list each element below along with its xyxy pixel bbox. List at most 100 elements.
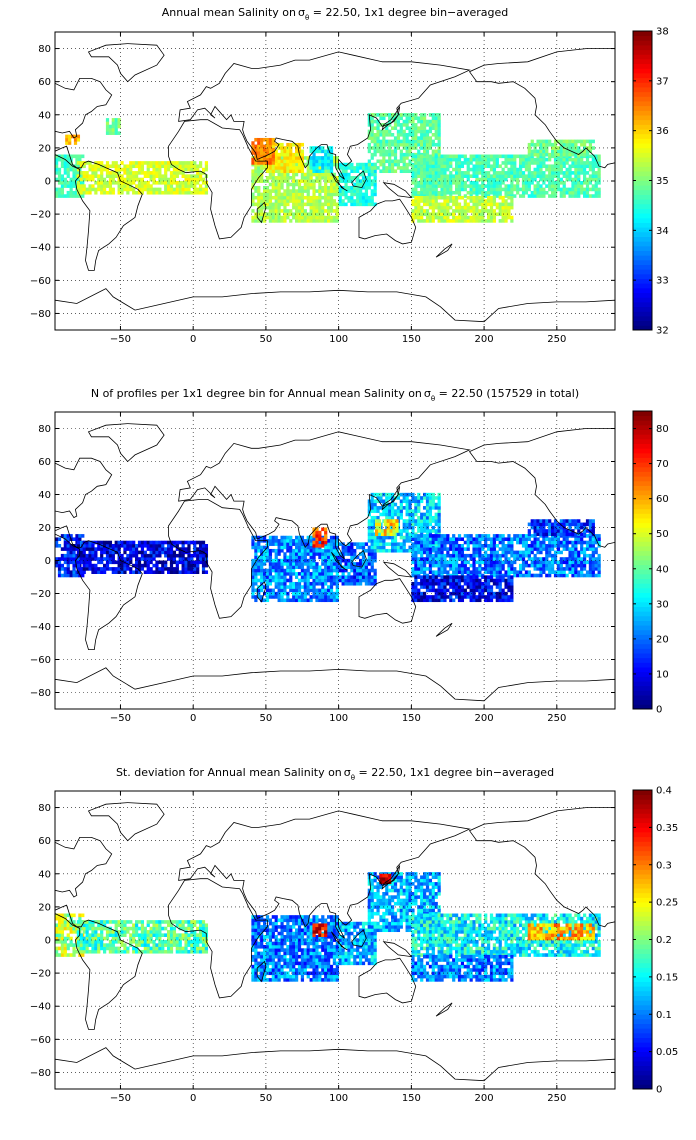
colorbar-swatch xyxy=(633,1004,652,1010)
data-region xyxy=(375,519,399,537)
y-tick-label: −80 xyxy=(30,1068,51,1079)
colorbar-swatch xyxy=(633,175,652,181)
colorbar-swatch xyxy=(633,508,652,514)
colorbar-swatch xyxy=(633,63,652,69)
y-tick-label: 60 xyxy=(38,836,51,847)
colorbar-swatch xyxy=(633,967,652,973)
coastline xyxy=(55,525,143,650)
x-tick-label: 100 xyxy=(329,334,348,345)
colorbar-swatch xyxy=(633,124,652,130)
data-region xyxy=(76,920,209,954)
data-region xyxy=(76,161,209,195)
title-text: Annual mean Salinity on xyxy=(162,6,296,19)
coastline xyxy=(435,1002,453,1017)
colorbar-swatch xyxy=(633,138,652,144)
x-tick-label: 50 xyxy=(260,1093,273,1104)
colorbar-swatch xyxy=(633,681,652,687)
colorbar-swatch xyxy=(633,808,652,814)
colorbar-swatch xyxy=(633,241,652,247)
colorbar-swatch xyxy=(633,634,652,640)
x-tick-label: 0 xyxy=(190,713,196,724)
coastline xyxy=(178,51,471,180)
colorbar-tick-label: 30 xyxy=(656,599,669,610)
coastline xyxy=(382,561,413,578)
colorbar-swatch xyxy=(633,532,652,538)
colorbar-swatch xyxy=(633,822,652,828)
colorbar-swatch xyxy=(633,49,652,55)
colorbar-swatch xyxy=(633,490,652,496)
colorbar-tick-label: 32 xyxy=(656,326,669,337)
colorbar-tick-label: 60 xyxy=(656,494,669,505)
colorbar-swatch xyxy=(633,222,652,228)
coastline xyxy=(382,941,413,958)
colorbar-swatch xyxy=(633,643,652,649)
colorbar-swatch xyxy=(633,573,652,580)
data-region xyxy=(411,954,514,982)
colorbar-swatch xyxy=(633,948,652,954)
colorbar-swatch xyxy=(633,892,652,898)
title-sigma: σ xyxy=(298,6,305,19)
colorbar-swatch xyxy=(633,536,652,542)
colorbar-swatch xyxy=(633,59,652,65)
y-tick-label: −20 xyxy=(30,589,51,600)
y-tick-label: 20 xyxy=(38,143,51,154)
colorbar-swatch xyxy=(633,804,652,810)
coastline xyxy=(435,243,453,258)
colorbar-swatch xyxy=(633,180,652,186)
colorbar-swatch xyxy=(633,54,652,60)
colorbar-swatch xyxy=(633,564,652,570)
colorbar-swatch xyxy=(633,452,652,458)
colorbar-swatch xyxy=(633,827,652,833)
colorbar-swatch xyxy=(633,231,652,237)
colorbar-swatch xyxy=(633,1070,652,1076)
colorbar-tick-label: 0 xyxy=(656,705,662,716)
title-text-end: = 22.50, 1x1 degree bin−averaged xyxy=(309,6,508,19)
colorbar-swatch xyxy=(633,213,652,219)
colorbar-swatch xyxy=(633,504,652,510)
colorbar-swatch xyxy=(633,73,652,79)
colorbar-swatch xyxy=(633,550,652,556)
colorbar-swatch xyxy=(633,273,652,280)
colorbar-swatch xyxy=(633,45,652,51)
colorbar-swatch xyxy=(633,147,652,153)
colorbar-swatch xyxy=(633,325,652,331)
y-tick-label: 0 xyxy=(45,556,51,567)
colorbar-swatch xyxy=(633,438,652,444)
y-tick-label: 40 xyxy=(38,869,51,880)
colorbar-swatch xyxy=(633,217,652,223)
colorbar-tick-label: 70 xyxy=(656,459,669,470)
colorbar-swatch xyxy=(633,255,652,261)
colorbar-swatch xyxy=(633,888,652,894)
coastline xyxy=(178,810,471,939)
coastline xyxy=(55,288,615,330)
panel-title: N of profiles per 1x1 degree bin for Ann… xyxy=(91,387,579,403)
colorbar-tick-label: 0 xyxy=(656,1085,662,1096)
x-tick-label: 250 xyxy=(547,1093,566,1104)
colorbar-swatch xyxy=(633,1042,652,1048)
x-tick-label: 250 xyxy=(547,713,566,724)
colorbar-swatch xyxy=(633,813,652,819)
colorbar-swatch xyxy=(633,1079,652,1085)
colorbar-swatch xyxy=(633,653,652,659)
colorbar-swatch xyxy=(633,152,652,158)
colorbar-swatch xyxy=(633,415,652,421)
coastline xyxy=(468,807,615,928)
colorbar-swatch xyxy=(633,939,652,945)
colorbar-swatch xyxy=(633,911,652,917)
colorbar-swatch xyxy=(633,962,652,968)
colorbar-swatch xyxy=(633,31,652,37)
colorbar-swatch xyxy=(633,236,652,242)
coastline xyxy=(435,622,453,637)
colorbar-swatch xyxy=(633,1028,652,1034)
colorbar-swatch xyxy=(633,35,652,41)
colorbar-swatch xyxy=(633,278,652,284)
colorbar-swatch xyxy=(633,87,652,93)
y-tick-label: −20 xyxy=(30,210,51,221)
colorbar-tick-label: 37 xyxy=(656,76,669,87)
colorbar-swatch xyxy=(633,916,652,922)
colorbar-swatch xyxy=(633,429,652,435)
coastline xyxy=(358,198,417,245)
colorbar-tick-label: 34 xyxy=(656,226,669,237)
coastline xyxy=(55,145,143,271)
colorbar-swatch xyxy=(633,466,652,472)
